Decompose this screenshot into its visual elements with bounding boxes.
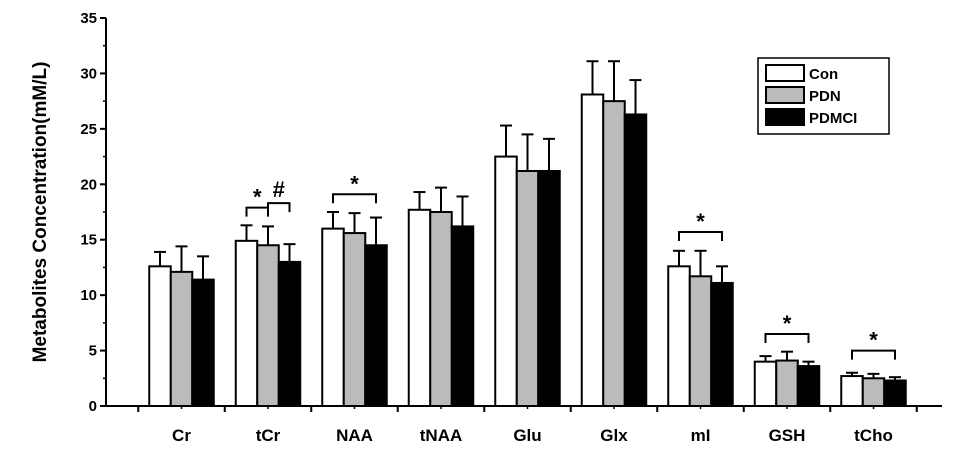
bar-con-tcr <box>234 239 259 407</box>
bar-pdmci-tnaa <box>450 225 475 407</box>
y-tick-label: 35 <box>80 10 97 27</box>
bar-pdn-tnaa <box>429 211 453 407</box>
significance-star: * <box>253 185 262 210</box>
legend: Con PDN PDMCI <box>757 57 890 135</box>
bar-pdmci-tcho <box>883 379 907 408</box>
significance-annotations: * # * * * * <box>245 171 896 360</box>
y-tick-label: 10 <box>80 287 97 304</box>
x-tick-label: GSH <box>769 426 806 445</box>
x-tick-label: Glx <box>600 426 628 445</box>
bar-con-glu <box>494 155 518 407</box>
significance-bracket <box>678 230 723 241</box>
bar-pdmci-naa <box>364 244 388 407</box>
bar-pdmci-mi <box>710 281 734 408</box>
significance-bracket <box>267 202 291 213</box>
bar-pdmci-cr <box>191 278 215 408</box>
bar-pdmci-glx <box>623 113 648 408</box>
x-tick-label: tCr <box>256 426 281 445</box>
bar-pdn-cr <box>169 270 194 407</box>
significance-bracket <box>764 332 810 343</box>
x-tick-label: tCho <box>854 426 893 445</box>
bar-pdn-tcho <box>861 377 886 407</box>
y-tick-label: 20 <box>80 176 97 193</box>
legend-label-pdn: PDN <box>809 88 841 105</box>
bar-pdn-naa <box>342 232 367 407</box>
x-tick-label: Glu <box>513 426 541 445</box>
bar-con-gsh <box>753 360 778 407</box>
x-tick-label: mI <box>691 426 711 445</box>
legend-label-pdmci: PDMCI <box>809 110 857 127</box>
x-tick-label: NAA <box>336 426 373 445</box>
bar-con-cr <box>148 265 172 407</box>
bar-pdmci-tcr <box>277 260 302 407</box>
bar-pdn-mi <box>688 275 713 407</box>
bar-con-tcho <box>840 375 864 408</box>
bar-con-naa <box>321 227 345 407</box>
bar-con-tnaa <box>407 208 432 407</box>
legend-label-con: Con <box>809 66 838 83</box>
significance-bracket <box>332 193 377 204</box>
x-tick-label: Cr <box>172 426 191 445</box>
legend-swatch-pdmci <box>765 108 805 126</box>
significance-star: * <box>350 171 359 196</box>
significance-star: * <box>696 209 705 234</box>
y-axis-label: Metabolites Concentration(mM/L) <box>30 62 51 363</box>
legend-swatch-pdn <box>765 86 805 104</box>
bar-pdn-glu <box>515 169 540 407</box>
bar-con-mi <box>667 265 691 407</box>
bar-con-glx <box>580 93 605 408</box>
bar-pdn-gsh <box>775 359 799 408</box>
x-tick-label: tNAA <box>420 426 463 445</box>
bar-pdmci-gsh <box>796 365 821 408</box>
y-tick-label: 30 <box>80 65 97 82</box>
bar-pdn-tcr <box>256 244 280 407</box>
bars <box>148 60 907 408</box>
y-tick-label: 5 <box>89 343 97 360</box>
significance-hash: # <box>273 177 285 202</box>
y-tick-label: 25 <box>80 121 97 138</box>
significance-star: * <box>869 328 878 353</box>
legend-swatch-con <box>765 64 805 82</box>
y-tick-label: 15 <box>80 232 97 249</box>
y-tick-label: 0 <box>89 398 97 415</box>
significance-star: * <box>783 311 792 336</box>
significance-bracket <box>851 349 896 360</box>
bar-pdmci-glu <box>537 169 561 407</box>
bar-pdn-glx <box>602 100 626 408</box>
